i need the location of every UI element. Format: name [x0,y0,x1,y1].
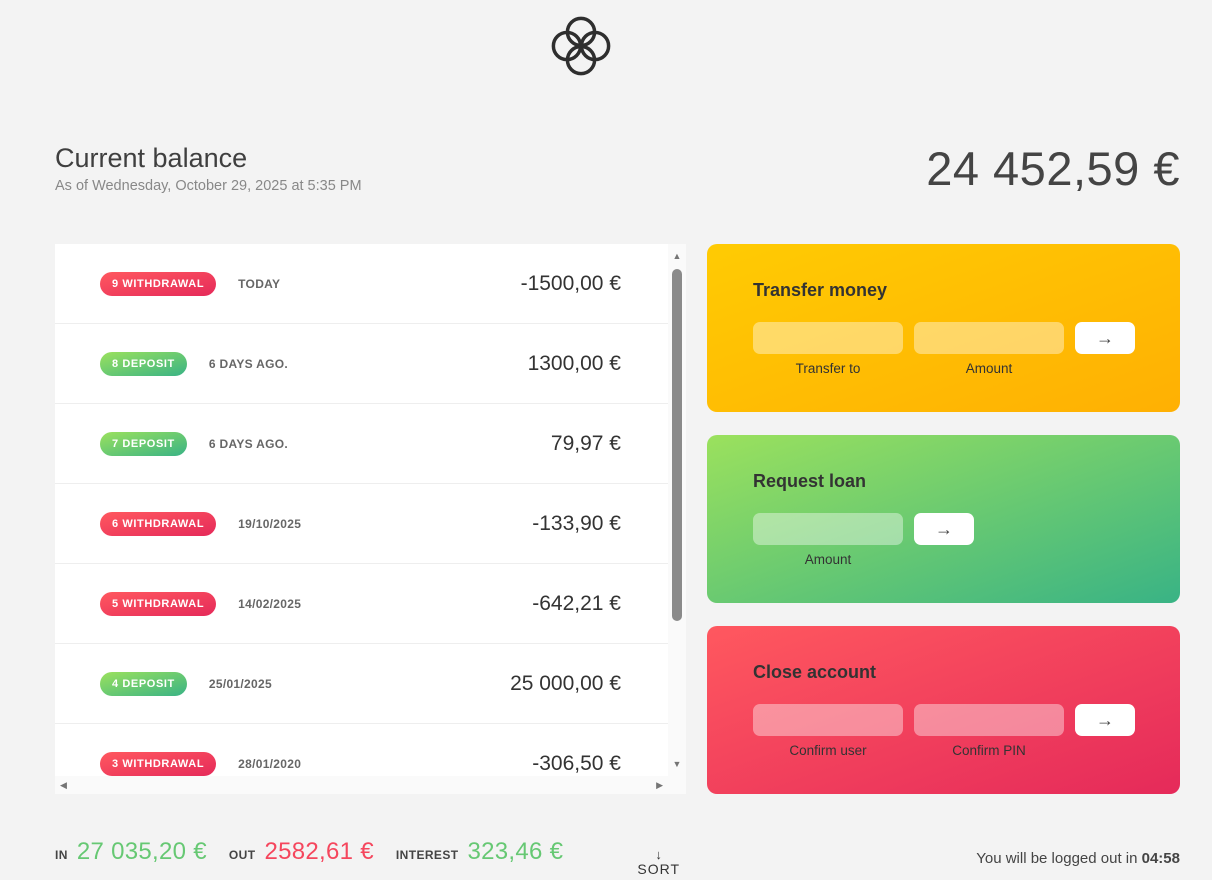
transfer-money-card: Transfer money → Transfer to Amount [707,244,1180,412]
movement-date: 14/02/2025 [238,596,302,611]
main-content: 9 WITHDRAWAL TODAY -1500,00 € 8 DEPOSIT … [55,244,1180,794]
sort-button-label: SORT [637,861,680,877]
confirm-pin-input[interactable] [914,704,1064,736]
movement-type-badge: 8 DEPOSIT [100,351,187,376]
arrow-right-icon: → [935,518,953,539]
summary-out: OUT 2582,61 € [229,838,374,866]
movement-date: 6 DAYS AGO. [208,436,288,451]
movement-type-badge: 5 WITHDRAWAL [100,591,217,616]
movement-amount: 79,97 € [550,431,621,455]
movement-amount: 25 000,00 € [510,671,621,695]
loan-amount-input[interactable] [753,513,903,545]
movement-type-badge: 6 WITHDRAWAL [100,511,217,536]
transfer-submit-button[interactable]: → [1075,322,1135,354]
transfer-money-form: → Transfer to Amount [753,322,1140,376]
summary-interest-label: INTEREST [395,848,459,862]
movement-date: 6 DAYS AGO. [208,356,288,371]
top-nav [55,0,1180,77]
movement-type-badge: 9 WITHDRAWAL [100,271,217,296]
confirm-pin-label: Confirm PIN [952,743,1026,758]
logout-timer-text: You will be logged out in [976,849,1142,867]
close-account-card: Close account → Confirm user Confirm PIN [707,626,1180,794]
balance-value: 24 452,59 € [926,142,1180,195]
footer: IN 27 035,20 € OUT 2582,61 € INTEREST 32… [55,838,1180,878]
transfer-to-input[interactable] [753,322,903,354]
movements-panel: 9 WITHDRAWAL TODAY -1500,00 € 8 DEPOSIT … [55,244,686,794]
close-account-title: Close account [753,662,877,682]
confirm-user-label: Confirm user [789,743,867,758]
transfer-amount-input[interactable] [914,322,1064,354]
operations-column: Transfer money → Transfer to Amount Requ… [707,244,1180,794]
sort-button[interactable]: ↓ SORT [631,848,686,878]
movement-row[interactable]: 3 WITHDRAWAL 28/01/2020 -306,50 € [55,724,668,794]
bankist-logo-icon [551,16,611,76]
scrollbar-corner [668,776,686,794]
movement-amount: -306,50 € [532,751,621,775]
movements-horizontal-scrollbar[interactable]: ◀ ▶ [55,776,668,794]
close-account-submit-button[interactable]: → [1075,704,1135,736]
movement-date: 19/10/2025 [238,516,302,531]
movement-row[interactable]: 9 WITHDRAWAL TODAY -1500,00 € [55,244,668,324]
bankist-app: Current balance As of Wednesday, October… [55,0,1180,878]
movement-date: 25/01/2025 [208,676,272,691]
movement-row[interactable]: 5 WITHDRAWAL 14/02/2025 -642,21 € [55,564,668,644]
vertical-scrollbar-thumb[interactable] [672,269,682,621]
balance-title: Current balance [55,143,248,173]
request-loan-form: → Amount [753,513,1140,567]
close-account-form: → Confirm user Confirm PIN [753,704,1140,758]
scroll-right-icon[interactable]: ▶ [656,780,663,790]
movement-date: 28/01/2020 [238,756,302,771]
movement-amount: 1300,00 € [527,351,621,375]
request-loan-title: Request loan [753,471,867,491]
arrow-right-icon: → [1096,709,1114,730]
summary-in-label: IN [55,848,68,862]
logout-timer-value: 04:58 [1141,849,1180,867]
movement-row[interactable]: 8 DEPOSIT 6 DAYS AGO. 1300,00 € [55,324,668,404]
movement-amount: -1500,00 € [520,271,621,295]
scroll-down-icon[interactable]: ▼ [672,759,682,769]
summary-interest: INTEREST 323,46 € [396,838,563,866]
scroll-left-icon[interactable]: ◀ [60,780,67,790]
summary-bar: IN 27 035,20 € OUT 2582,61 € INTEREST 32… [55,838,686,878]
transfer-money-title: Transfer money [753,280,888,300]
movement-amount: -642,21 € [532,591,621,615]
movement-row[interactable]: 7 DEPOSIT 6 DAYS AGO. 79,97 € [55,404,668,484]
movement-type-badge: 4 DEPOSIT [100,671,187,696]
movements-list: 9 WITHDRAWAL TODAY -1500,00 € 8 DEPOSIT … [55,244,668,794]
movement-type-badge: 7 DEPOSIT [100,431,187,456]
summary-out-value: 2582,61 € [264,838,374,865]
loan-submit-button[interactable]: → [914,513,974,545]
movement-row[interactable]: 6 WITHDRAWAL 19/10/2025 -133,90 € [55,484,668,564]
summary-in: IN 27 035,20 € [55,838,207,866]
summary-out-label: OUT [228,848,256,862]
scroll-up-icon[interactable]: ▲ [672,251,682,261]
arrow-right-icon: → [1096,327,1114,348]
movement-type-badge: 3 WITHDRAWAL [100,751,217,776]
loan-amount-label: Amount [804,552,852,567]
movement-row[interactable]: 4 DEPOSIT 25/01/2025 25 000,00 € [55,644,668,724]
movement-amount: -133,90 € [532,511,621,535]
logout-timer: You will be logged out in 04:58 [976,850,1180,867]
request-loan-card: Request loan → Amount [707,435,1180,603]
balance-header: Current balance As of Wednesday, October… [55,143,362,194]
transfer-to-label: Transfer to [795,361,861,376]
summary-in-value: 27 035,20 € [76,838,207,865]
summary-interest-value: 323,46 € [467,838,564,865]
balance-section: Current balance As of Wednesday, October… [55,141,1180,196]
movements-vertical-scrollbar[interactable]: ▲ ▼ [668,244,686,776]
movement-date: TODAY [238,276,281,291]
sort-arrow-icon: ↓ [655,847,662,862]
transfer-amount-label: Amount [965,361,1013,376]
balance-date: As of Wednesday, October 29, 2025 at 5:3… [55,178,362,194]
confirm-user-input[interactable] [753,704,903,736]
